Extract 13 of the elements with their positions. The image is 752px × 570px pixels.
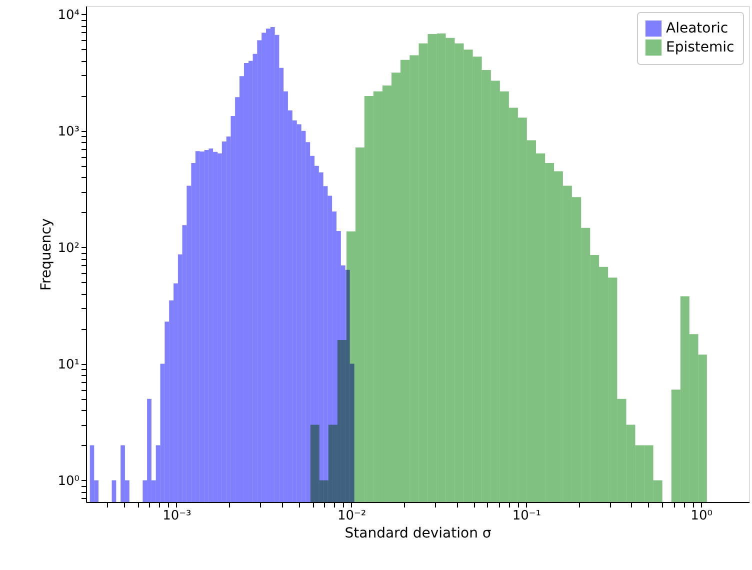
x-axis-title: Standard deviation σ bbox=[344, 526, 492, 542]
legend-label: Aleatoric bbox=[666, 20, 728, 36]
x-tick-label: 10⁰ bbox=[690, 508, 712, 524]
y-tick-label: 10⁰ bbox=[58, 474, 80, 489]
y-axis-title: Frequency bbox=[38, 218, 55, 291]
y-tick-label: 10⁴ bbox=[58, 8, 80, 23]
x-tick-label: 10⁻¹ bbox=[512, 508, 541, 524]
x-tick-label: 10⁻³ bbox=[162, 508, 192, 524]
legend-label: Epistemic bbox=[666, 40, 734, 56]
x-tick-label: 10⁻² bbox=[337, 508, 366, 524]
y-tick-label: 10³ bbox=[58, 124, 80, 140]
y-tick-label: 10² bbox=[58, 240, 80, 256]
y-tick-label: 10¹ bbox=[58, 357, 80, 372]
